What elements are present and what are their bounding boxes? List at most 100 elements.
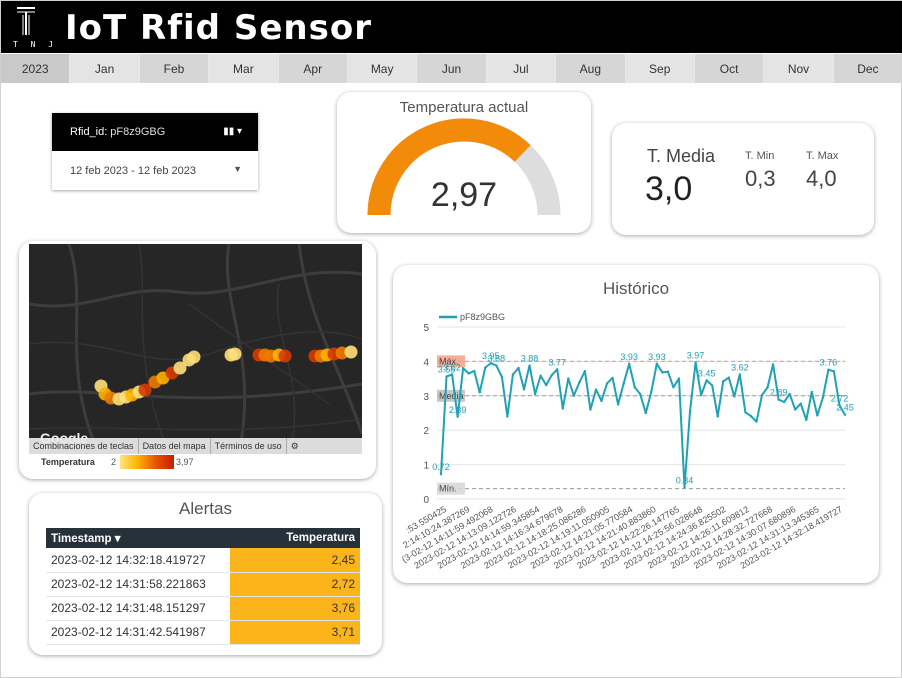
dropdown-arrow-icon: ▮▮ ▾ bbox=[223, 126, 242, 137]
keyboard-shortcuts-link[interactable]: Combinaciones de teclas bbox=[29, 438, 139, 454]
mean-value: 3,0 bbox=[645, 170, 693, 208]
data-point bbox=[544, 383, 548, 387]
data-point bbox=[522, 388, 526, 391]
month-item-jan[interactable]: Jan bbox=[70, 54, 140, 83]
table-row: 2023-02-12 14:32:18.419727 2,45 bbox=[46, 548, 360, 573]
data-point bbox=[655, 362, 659, 366]
data-point bbox=[672, 386, 675, 389]
month-item-jun[interactable]: Jun bbox=[417, 54, 487, 83]
map-view[interactable] bbox=[29, 244, 362, 454]
current-temperature-card: Temperatura actual 2,97 bbox=[337, 92, 591, 233]
data-point bbox=[478, 391, 481, 394]
data-point bbox=[810, 390, 813, 394]
data-point bbox=[589, 408, 592, 411]
y-tick-label: 2 bbox=[423, 426, 429, 437]
row-temperature: 3,71 bbox=[230, 620, 360, 645]
data-point bbox=[722, 380, 725, 383]
date-range-value: 12 feb 2023 - 12 feb 2023 bbox=[70, 164, 196, 177]
data-point bbox=[838, 404, 841, 407]
data-point bbox=[633, 386, 636, 389]
data-point bbox=[816, 414, 819, 417]
month-item-aug[interactable]: Aug bbox=[556, 54, 626, 83]
month-item-dec[interactable]: Dec bbox=[834, 54, 902, 83]
data-label: 0.72 bbox=[432, 462, 450, 472]
mean-reference-label-bg bbox=[437, 389, 465, 402]
max-reference-label-bg bbox=[437, 355, 465, 368]
month-item-oct[interactable]: Oct bbox=[695, 54, 765, 83]
month-item-apr[interactable]: Apr bbox=[279, 54, 348, 83]
data-point bbox=[528, 364, 531, 367]
data-label: 3.77 bbox=[548, 357, 566, 367]
data-point bbox=[600, 399, 603, 403]
data-point bbox=[738, 373, 742, 376]
min-value: 0,3 bbox=[745, 166, 776, 191]
data-point bbox=[694, 361, 697, 364]
data-label: 2.45 bbox=[836, 403, 854, 413]
data-point bbox=[650, 390, 653, 393]
table-row: 2023-02-12 14:31:58.221863 2,72 bbox=[46, 572, 360, 597]
min-reference-label-bg bbox=[437, 482, 465, 495]
data-point bbox=[484, 366, 487, 369]
data-point bbox=[439, 473, 443, 476]
month-item-nov[interactable]: Nov bbox=[764, 54, 834, 83]
data-point bbox=[461, 367, 465, 370]
data-point bbox=[561, 407, 564, 410]
data-label: 3.76 bbox=[820, 358, 838, 368]
month-item-may[interactable]: May bbox=[347, 54, 418, 83]
data-point bbox=[710, 384, 714, 387]
map-heat-points bbox=[94, 345, 358, 406]
row-temperature: 3,76 bbox=[230, 596, 360, 621]
data-point bbox=[622, 382, 625, 385]
legend-series-name: pF8z9GBG bbox=[460, 312, 505, 322]
data-point bbox=[661, 371, 664, 374]
report-icon[interactable]: ⚙ bbox=[290, 440, 299, 451]
data-point bbox=[677, 377, 681, 380]
data-point bbox=[583, 369, 587, 373]
data-point bbox=[500, 375, 504, 379]
row-temperature: 2,72 bbox=[230, 572, 360, 597]
data-point bbox=[578, 381, 581, 384]
data-point bbox=[450, 373, 454, 376]
temperature-column-header[interactable]: Temperatura bbox=[230, 528, 360, 548]
row-timestamp: 2023-02-12 14:31:42.541987 bbox=[46, 620, 230, 645]
data-point bbox=[766, 386, 769, 389]
min-label: T. Min bbox=[745, 150, 775, 162]
data-label: 3.56 bbox=[438, 365, 456, 375]
data-point bbox=[827, 368, 830, 371]
data-point bbox=[843, 413, 847, 416]
timestamp-column-header[interactable]: Timestamp ▾ bbox=[46, 528, 230, 548]
month-item-feb[interactable]: Feb bbox=[140, 54, 210, 83]
data-point bbox=[688, 410, 692, 413]
month-item-jul[interactable]: Jul bbox=[486, 54, 557, 83]
data-point bbox=[639, 392, 642, 396]
map-data-link[interactable]: Datos del mapa bbox=[139, 438, 211, 454]
data-point bbox=[506, 415, 509, 418]
data-point bbox=[749, 414, 753, 418]
data-point bbox=[777, 398, 780, 401]
month-item-2023[interactable]: 2023 bbox=[1, 54, 71, 83]
data-point bbox=[556, 368, 559, 371]
data-point bbox=[727, 376, 730, 379]
terms-of-use-link[interactable]: Términos de uso bbox=[211, 438, 287, 454]
data-point bbox=[495, 364, 498, 367]
data-point bbox=[793, 408, 797, 411]
alerts-title: Alertas bbox=[179, 499, 232, 518]
map-heat-point bbox=[173, 361, 187, 375]
data-label: 3.88 bbox=[521, 354, 539, 364]
y-tick-label: 0 bbox=[423, 495, 429, 506]
month-item-sep[interactable]: Sep bbox=[625, 54, 695, 83]
month-item-mar[interactable]: Mar bbox=[209, 54, 279, 83]
data-point bbox=[782, 400, 786, 404]
date-range-picker[interactable]: 12 feb 2023 - 12 feb 2023 ▼ bbox=[52, 151, 258, 190]
rfid-filter-dropdown[interactable]: Rfid_id: pF8z9GBG ▮▮ ▾ bbox=[52, 113, 258, 151]
data-point bbox=[539, 374, 542, 378]
sort-desc-icon: ▾ bbox=[114, 533, 121, 545]
map-heat-point bbox=[228, 347, 242, 361]
data-point bbox=[572, 394, 576, 397]
data-label: 3.62 bbox=[443, 362, 461, 372]
row-timestamp: 2023-02-12 14:31:58.221863 bbox=[46, 572, 230, 597]
data-point bbox=[467, 372, 470, 375]
data-point bbox=[771, 363, 775, 366]
row-timestamp: 2023-02-12 14:31:48.151297 bbox=[46, 596, 230, 621]
max-reference-label: Máx. bbox=[439, 356, 459, 366]
